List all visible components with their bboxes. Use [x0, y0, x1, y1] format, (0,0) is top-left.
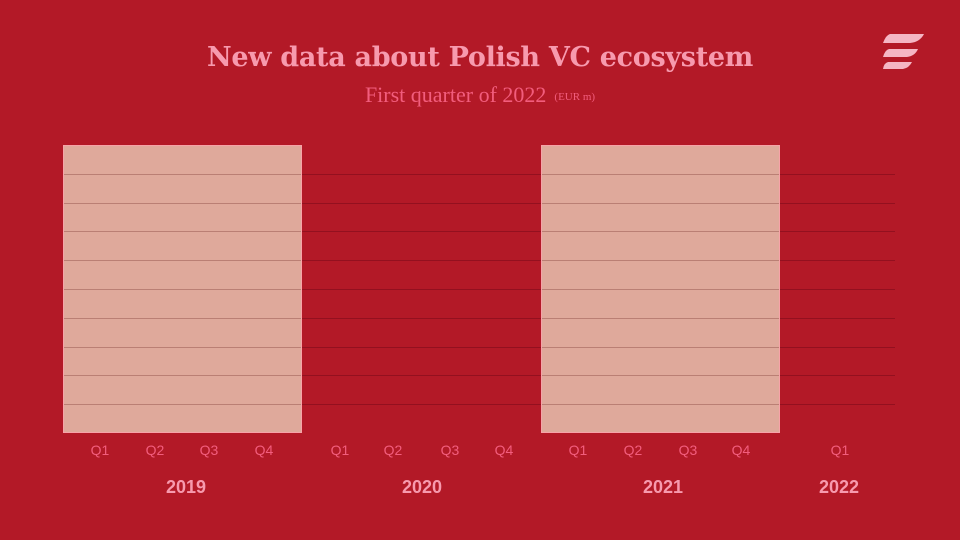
gridline	[63, 347, 895, 348]
quarter-label: Q3	[199, 442, 219, 458]
chart-subtitle: First quarter of 2022 (EUR m)	[0, 82, 960, 108]
quarter-label: Q2	[145, 442, 165, 458]
quarter-label: Q1	[830, 442, 850, 458]
gridline	[542, 260, 779, 261]
gridline	[63, 231, 895, 232]
gridline	[63, 375, 895, 376]
quarter-label: Q1	[90, 442, 110, 458]
gridline	[542, 318, 779, 319]
gridline	[64, 318, 301, 319]
gridline	[63, 318, 895, 319]
gridline	[542, 289, 779, 290]
gridline	[542, 203, 779, 204]
gridline	[542, 375, 779, 376]
gridline	[64, 203, 301, 204]
subtitle-text: First quarter of 2022	[364, 82, 547, 107]
chart-title: New data about Polish VC ecosystem	[206, 42, 754, 73]
quarter-label: Q4	[494, 442, 514, 458]
year-label: 2019	[165, 477, 207, 497]
quarter-label: Q1	[568, 442, 588, 458]
highlight-band-2019	[63, 145, 302, 433]
quarter-label: Q2	[623, 442, 643, 458]
year-label: 2022	[818, 477, 860, 497]
gridline	[63, 260, 895, 261]
gridline	[64, 260, 301, 261]
gridline	[63, 289, 895, 290]
gridline	[64, 289, 301, 290]
gridline	[64, 174, 301, 175]
gridline	[64, 347, 301, 348]
gridline	[64, 231, 301, 232]
gridline	[542, 174, 779, 175]
gridline	[63, 203, 895, 204]
gridline	[63, 404, 895, 405]
gridline	[542, 231, 779, 232]
gridline	[542, 347, 779, 348]
quarter-label: Q2	[383, 442, 403, 458]
highlight-band-2021	[541, 145, 780, 433]
quarter-label: Q4	[731, 442, 751, 458]
unit-label: (EUR m)	[554, 91, 596, 103]
year-label: 2021	[642, 477, 684, 497]
quarter-label: Q3	[440, 442, 460, 458]
year-label: 2020	[401, 477, 443, 497]
gridline	[64, 404, 301, 405]
gridline	[542, 404, 779, 405]
quarter-label: Q1	[330, 442, 350, 458]
quarter-label: Q4	[254, 442, 274, 458]
quarter-label: Q3	[678, 442, 698, 458]
gridline	[64, 375, 301, 376]
gridline	[63, 174, 895, 175]
stacked-stripes-logo-icon	[883, 34, 924, 69]
